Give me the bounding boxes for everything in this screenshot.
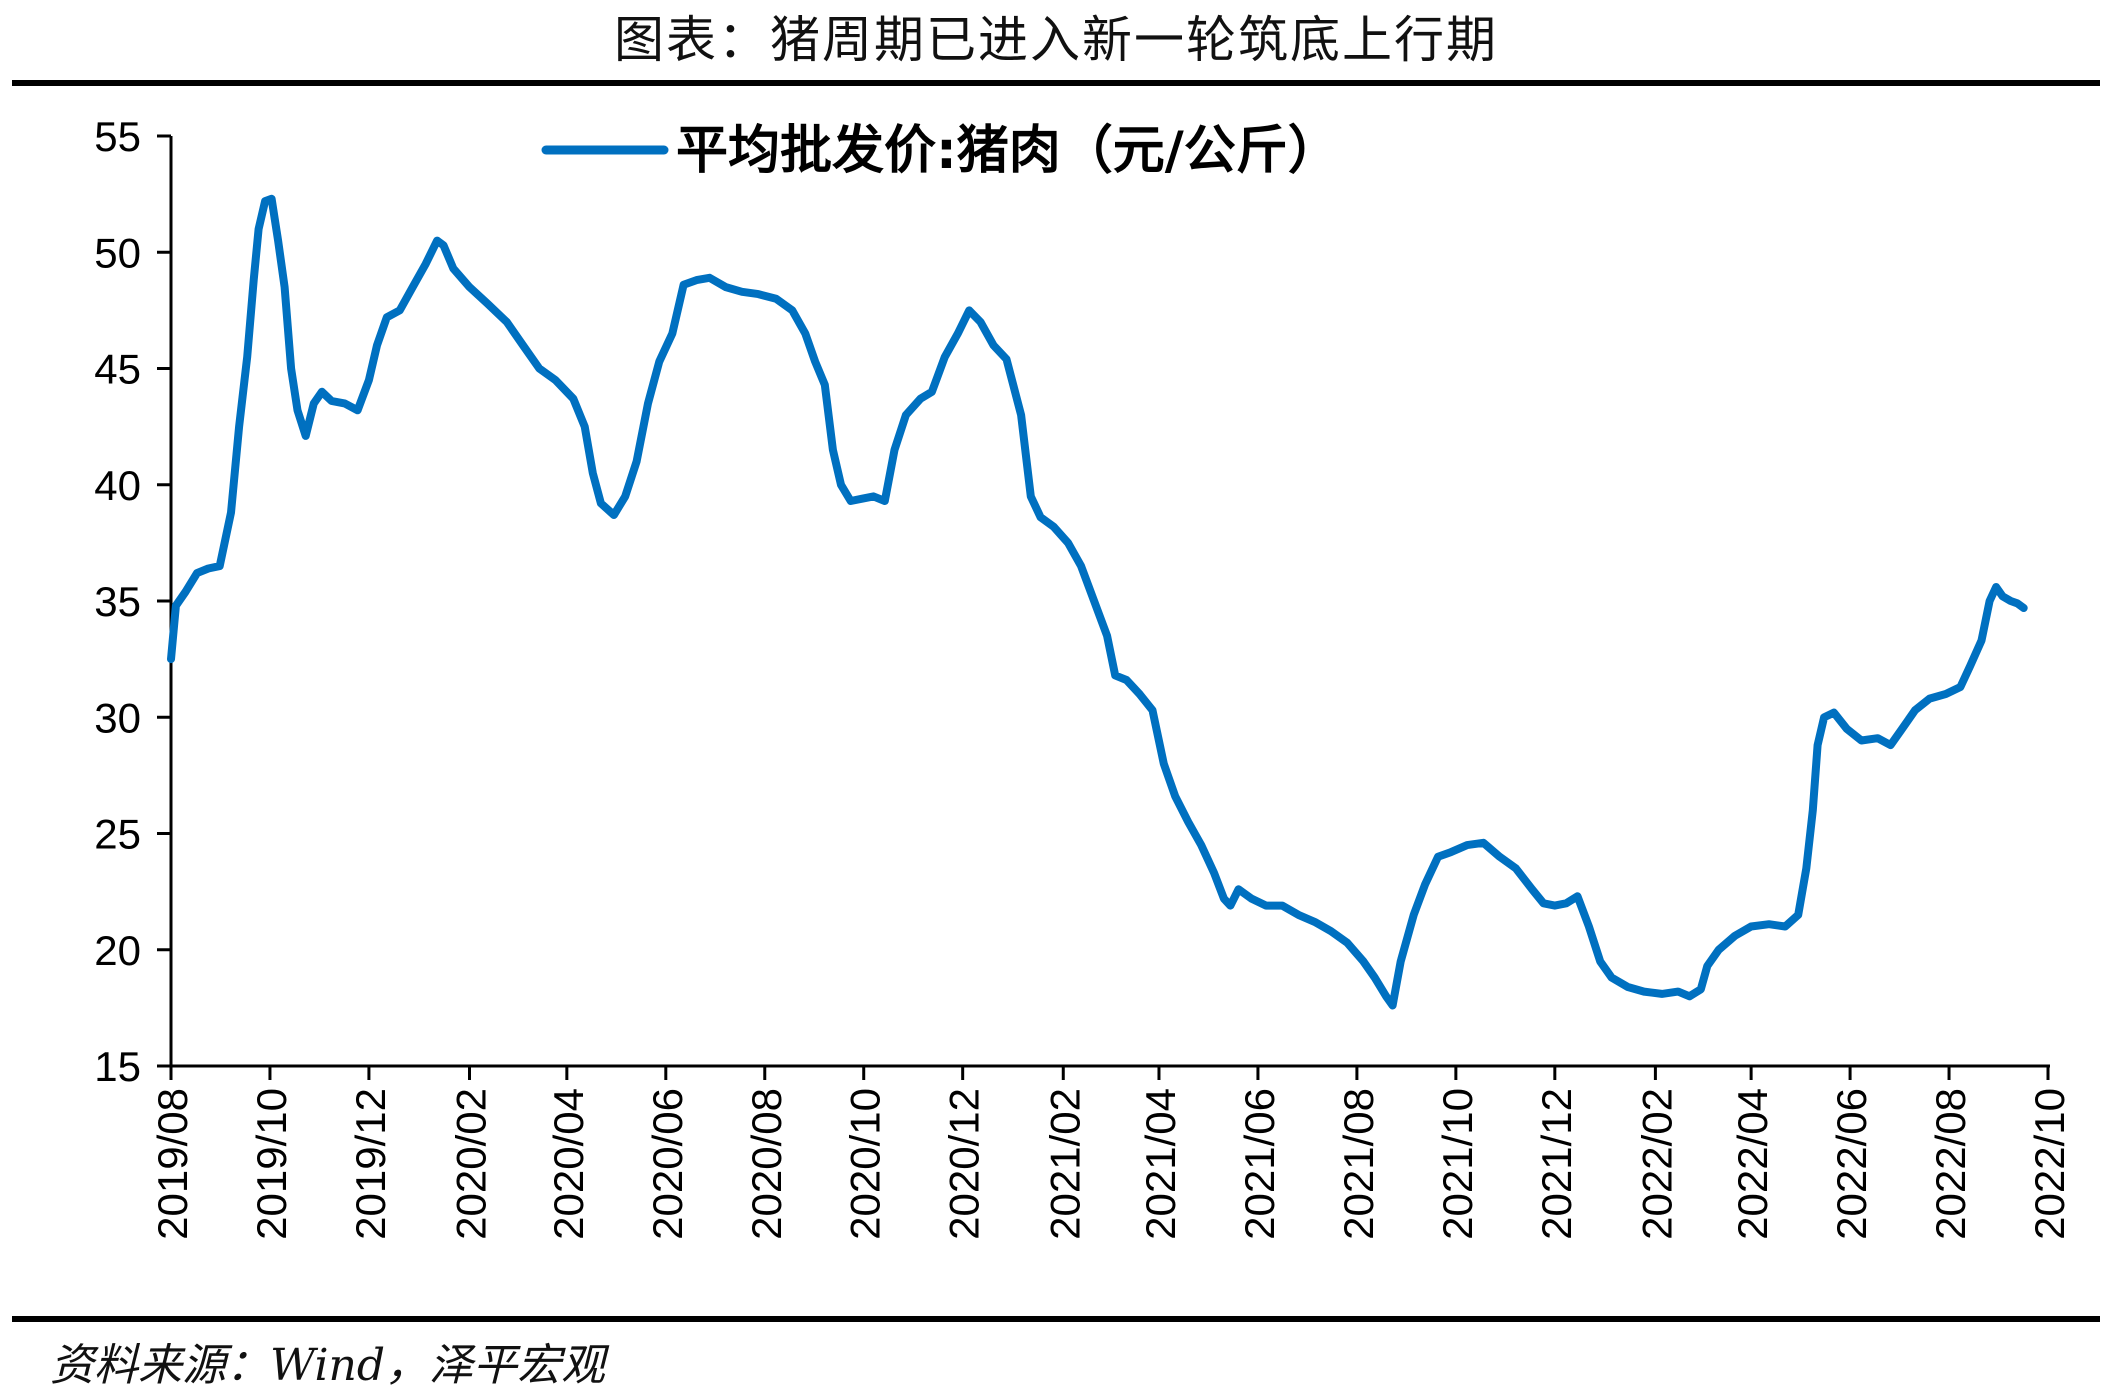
x-tick-label: 2022/08 xyxy=(1927,1088,1974,1240)
x-tick-label: 2021/12 xyxy=(1533,1088,1580,1240)
bottom-rule xyxy=(12,1316,2100,1322)
page-title: 图表：猪周期已进入新一轮筑底上行期 xyxy=(614,11,1498,69)
x-tick-label: 2021/02 xyxy=(1041,1088,1088,1240)
x-tick-label: 2019/10 xyxy=(248,1088,295,1240)
y-tick-label: 30 xyxy=(94,694,141,741)
chart-legend: 平均批发价:猪肉（元/公斤） xyxy=(541,121,1340,181)
series-layer xyxy=(167,194,2028,1010)
legend-label: 平均批发价:猪肉（元/公斤） xyxy=(676,121,1340,181)
x-tick-label: 2021/10 xyxy=(1434,1088,1481,1240)
x-tick-label: 2022/10 xyxy=(2026,1088,2073,1240)
y-tick-label: 15 xyxy=(94,1043,141,1090)
x-tick-label: 2020/02 xyxy=(448,1088,495,1240)
x-tick-label: 2020/04 xyxy=(545,1088,592,1240)
y-tick-label: 50 xyxy=(94,229,141,276)
x-tick-label: 2022/04 xyxy=(1729,1088,1776,1240)
x-tick-label: 2022/02 xyxy=(1633,1088,1680,1240)
y-tick-label: 20 xyxy=(94,927,141,974)
series-line xyxy=(167,194,2028,1010)
y-tick-label: 35 xyxy=(94,578,141,625)
x-tick-label: 2020/06 xyxy=(644,1088,691,1240)
x-tick-label: 2020/12 xyxy=(941,1088,988,1240)
source-note: 资料来源：Wind，泽平宏观 xyxy=(50,1340,606,1391)
line-chart: 15 20 25 30 35 40 45 50 55 2019/08 2019/10 2019/12 2… xyxy=(94,113,2073,1240)
x-tick-label: 2021/06 xyxy=(1236,1088,1283,1240)
y-tick-label: 40 xyxy=(94,462,141,509)
x-tick-label: 2019/08 xyxy=(149,1088,196,1240)
x-tick-label: 2022/06 xyxy=(1828,1088,1875,1240)
y-tick-label: 25 xyxy=(94,811,141,858)
x-tick-label: 2020/10 xyxy=(842,1088,889,1240)
x-tick-label: 2021/08 xyxy=(1335,1088,1382,1240)
x-tick-label: 2020/08 xyxy=(743,1088,790,1240)
y-tick-label: 55 xyxy=(94,113,141,160)
y-tick-label: 45 xyxy=(94,346,141,393)
chart-axes: 15 20 25 30 35 40 45 50 55 2019/08 2019/10 2019/12 2… xyxy=(94,113,2073,1240)
x-tick-label: 2021/04 xyxy=(1137,1088,1184,1240)
x-tick-label: 2019/12 xyxy=(347,1088,394,1240)
top-rule xyxy=(12,80,2100,86)
